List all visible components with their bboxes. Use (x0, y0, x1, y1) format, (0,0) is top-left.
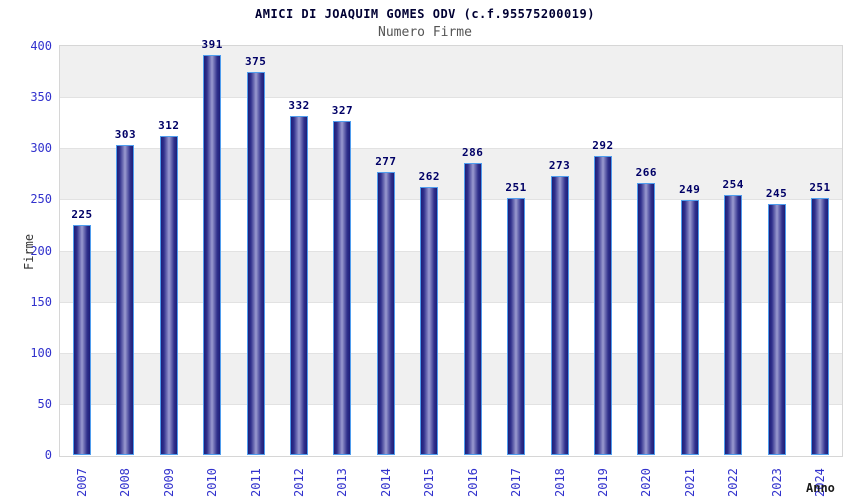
bar-value-label: 375 (244, 54, 267, 68)
x-tick-label: 2015 (422, 468, 437, 497)
y-tick-label: 100 (30, 345, 52, 360)
x-tick-label: 2013 (335, 468, 350, 497)
bar-value-label: 245 (765, 187, 788, 201)
bar (376, 171, 395, 455)
y-tick-label: 200 (30, 243, 52, 258)
grid-band (60, 301, 842, 353)
x-tick-label: 2021 (682, 468, 697, 497)
bar-value-label: 303 (114, 128, 137, 142)
bar (680, 200, 699, 455)
grid-line (60, 199, 842, 201)
x-tick-label: 2014 (378, 468, 393, 497)
chart-title: AMICI DI JOAQUIM GOMES ODV (c.f.95575200… (255, 7, 595, 21)
bar (767, 204, 786, 455)
x-tick-label: 2008 (118, 468, 133, 497)
bar-value-label: 286 (462, 145, 484, 159)
bar-value-label: 312 (158, 118, 180, 132)
bar (290, 115, 309, 455)
bar-value-label: 251 (505, 181, 527, 195)
bar (811, 198, 829, 455)
bar-value-label: 249 (679, 183, 701, 197)
bar (333, 120, 352, 455)
grid-line (60, 301, 842, 303)
y-tick-label: 0 (44, 448, 52, 462)
y-tick-label: 400 (30, 39, 52, 53)
bar (550, 175, 569, 455)
bar-value-label: 254 (722, 178, 744, 192)
x-tick-label: 2017 (509, 468, 524, 497)
bar (116, 145, 135, 455)
bar-value-label: 262 (418, 170, 440, 184)
bar (637, 183, 656, 455)
x-tick-label: 2012 (292, 468, 307, 497)
x-tick-label: 2019 (595, 468, 610, 497)
y-tick-label: 150 (30, 294, 52, 309)
bar (420, 187, 439, 455)
grid-band (60, 148, 842, 200)
grid-band (60, 403, 842, 455)
x-tick-label: 2023 (769, 468, 784, 497)
x-tick-label: 2018 (552, 468, 567, 497)
y-tick-label: 250 (30, 192, 52, 207)
grid-line (60, 97, 842, 99)
x-tick-label: 2009 (161, 468, 176, 497)
grid-band (60, 46, 842, 98)
bar (246, 71, 265, 455)
bar (159, 135, 178, 455)
grid-line (60, 250, 842, 252)
bar (507, 198, 526, 455)
bar-value-label: 251 (809, 181, 831, 195)
grid-band (60, 352, 842, 404)
bar-value-label: 391 (201, 38, 223, 52)
x-tick-label: 2010 (205, 468, 220, 497)
grid-line (60, 148, 842, 150)
y-tick-label: 350 (30, 90, 52, 105)
grid-line (60, 403, 842, 405)
bar-value-label: 327 (331, 103, 354, 117)
y-axis-title: Firme (22, 233, 36, 270)
bar-value-label: 292 (592, 139, 614, 153)
chart-subtitle: Numero Firme (378, 25, 472, 40)
grid-band (60, 199, 842, 251)
bar-value-label: 277 (375, 154, 397, 168)
y-tick-label: 50 (37, 396, 52, 411)
bar-value-label: 332 (288, 98, 310, 112)
bar (724, 195, 743, 455)
x-tick-label: 2022 (726, 468, 741, 497)
grid-band (60, 250, 842, 302)
x-tick-label: 2016 (465, 468, 480, 497)
grid-line (60, 352, 842, 354)
x-tick-label: 2011 (248, 468, 263, 497)
bar (593, 156, 612, 455)
x-tick-label: 2007 (75, 468, 89, 497)
x-tick-label: 2020 (639, 468, 654, 497)
x-axis-title: Anno (806, 481, 835, 495)
bar-value-label: 225 (71, 207, 93, 221)
bar-value-label: 266 (635, 166, 658, 179)
bar (463, 162, 482, 455)
y-tick-label: 300 (30, 141, 52, 156)
bar (203, 55, 222, 455)
bar-value-label: 273 (548, 158, 571, 172)
bar (73, 224, 91, 455)
grid-band (60, 97, 842, 149)
